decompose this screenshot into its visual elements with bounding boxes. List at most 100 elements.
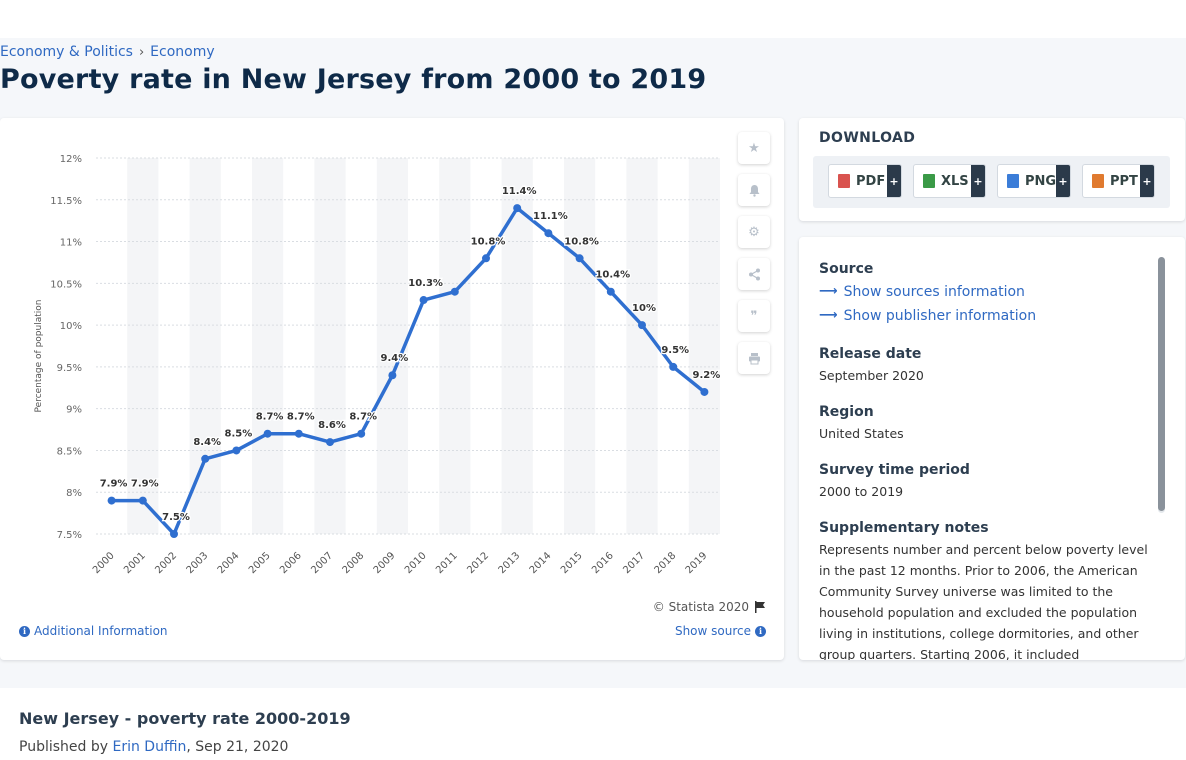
data-label: 10.8% <box>471 236 506 247</box>
data-label: 7.9% <box>131 479 159 490</box>
data-point <box>419 296 428 305</box>
x-tick-label: 2010 <box>403 550 429 576</box>
data-label: 8.7% <box>256 412 284 423</box>
x-tick-label: 2012 <box>465 550 491 576</box>
region-heading: Region <box>819 404 874 420</box>
published-by: Published by Erin Duffin, Sep 21, 2020 <box>19 739 288 755</box>
download-buttons: PDF + XLS + PNG + PPT + <box>813 156 1170 208</box>
download-ppt-button[interactable]: PPT + <box>1082 164 1155 198</box>
x-tick-label: 2013 <box>497 550 523 576</box>
x-tick-label: 2008 <box>341 550 367 576</box>
y-tick-label: 11% <box>60 238 82 249</box>
data-label: 11.1% <box>533 211 568 222</box>
download-xls-button[interactable]: XLS + <box>913 164 986 198</box>
data-label: 9.2% <box>693 370 721 381</box>
x-tick-label: 2016 <box>590 550 616 576</box>
x-tick-label: 2006 <box>278 550 304 576</box>
column-band <box>626 158 658 534</box>
x-tick-label: 2003 <box>185 550 211 576</box>
data-point <box>638 321 646 330</box>
download-png-button[interactable]: PNG + <box>997 164 1071 198</box>
data-point <box>388 371 397 380</box>
line-chart: 7.5% 8% 8.5% 9% 9.5% 10% 10.5% 11% 11.5% 12% Perce… <box>34 154 722 576</box>
star-icon[interactable]: ★ <box>738 132 770 164</box>
data-point <box>326 438 334 447</box>
data-point <box>544 229 553 238</box>
breadcrumb-economy[interactable]: Economy <box>150 44 215 60</box>
ppt-file-icon <box>1092 174 1104 188</box>
y-tick-label: 10.5% <box>50 279 82 290</box>
column-band <box>439 158 471 534</box>
column-band <box>189 158 221 534</box>
data-point <box>294 429 303 438</box>
flag-icon[interactable] <box>755 601 766 613</box>
y-tick-label: 11.5% <box>50 196 82 207</box>
data-label: 8.7% <box>287 412 315 423</box>
scrollbar[interactable] <box>1158 257 1165 513</box>
y-tick-label: 12% <box>60 154 82 165</box>
y-tick-label: 7.5% <box>57 530 82 541</box>
download-pdf-label: PDF <box>856 173 886 189</box>
release-date-heading: Release date <box>819 346 922 362</box>
download-card: DOWNLOAD PDF + XLS + PNG + PPT + <box>799 118 1185 221</box>
share-icon[interactable] <box>738 258 770 290</box>
x-tick-label: 2009 <box>372 550 398 576</box>
column-band <box>314 158 346 534</box>
data-point <box>201 454 210 463</box>
scrollbar-thumb[interactable] <box>1158 257 1165 511</box>
data-label: 9.4% <box>381 353 409 364</box>
data-point <box>232 446 241 455</box>
top-bar <box>0 0 1186 38</box>
column-band <box>127 158 159 534</box>
quote-icon[interactable]: ❞ <box>738 300 770 332</box>
show-source-link[interactable]: Show source i <box>675 624 766 638</box>
x-tick-label: 2002 <box>153 550 179 576</box>
data-label: 8.7% <box>349 412 377 423</box>
x-tick-label: 2019 <box>684 550 710 576</box>
arrow-right-icon: ⟶ <box>819 284 838 299</box>
download-png-label: PNG <box>1025 173 1057 189</box>
data-point <box>138 496 147 505</box>
statistic-details-card: Source ⟶ Show sources information ⟶ Show… <box>799 237 1185 660</box>
x-tick-label: 2017 <box>621 550 647 576</box>
data-label: 10.8% <box>564 236 599 247</box>
show-publisher-link[interactable]: ⟶ Show publisher information <box>819 304 1149 328</box>
y-tick-label: 9.5% <box>57 363 82 374</box>
plus-icon: + <box>887 165 901 197</box>
arrow-right-icon: ⟶ <box>819 308 838 323</box>
data-label: 10.4% <box>595 270 630 281</box>
author-link[interactable]: Erin Duffin <box>112 739 187 755</box>
statistic-title: New Jersey - poverty rate 2000-2019 <box>19 709 351 728</box>
x-tick-label: 2011 <box>434 550 460 576</box>
series-line <box>111 206 706 536</box>
copyright: © Statista 2020 <box>653 600 766 614</box>
breadcrumb-separator: › <box>138 44 145 60</box>
show-source-label: Show source <box>674 624 751 638</box>
source-heading: Source <box>819 261 874 277</box>
data-label: 8.4% <box>193 437 221 448</box>
bell-icon[interactable] <box>738 174 770 206</box>
info-icon: i <box>19 625 30 637</box>
breadcrumb-economy-politics[interactable]: Economy & Politics <box>0 44 133 60</box>
x-tick-label: 2004 <box>216 550 242 576</box>
gear-icon[interactable]: ⚙ <box>738 216 770 248</box>
data-point <box>170 530 178 538</box>
x-tick-label: 2001 <box>122 550 148 576</box>
download-ppt-label: PPT <box>1110 173 1138 189</box>
show-sources-link[interactable]: ⟶ Show sources information <box>819 280 1149 304</box>
data-label: 8.5% <box>225 428 253 439</box>
published-date: , Sep 21, 2020 <box>186 739 289 755</box>
data-label: 10% <box>632 303 656 314</box>
data-point <box>263 429 272 438</box>
published-prefix: Published by <box>19 739 109 755</box>
download-pdf-button[interactable]: PDF + <box>828 164 902 198</box>
column-band <box>252 158 284 534</box>
data-label: 8.6% <box>318 420 346 431</box>
column-band <box>501 158 533 534</box>
xls-file-icon <box>923 174 935 188</box>
print-icon[interactable] <box>738 342 770 374</box>
plus-icon: + <box>1140 165 1154 197</box>
additional-information-link[interactable]: i Additional Information <box>19 624 168 638</box>
x-tick-label: 2000 <box>91 550 117 576</box>
data-label: 7.9% <box>100 479 128 490</box>
